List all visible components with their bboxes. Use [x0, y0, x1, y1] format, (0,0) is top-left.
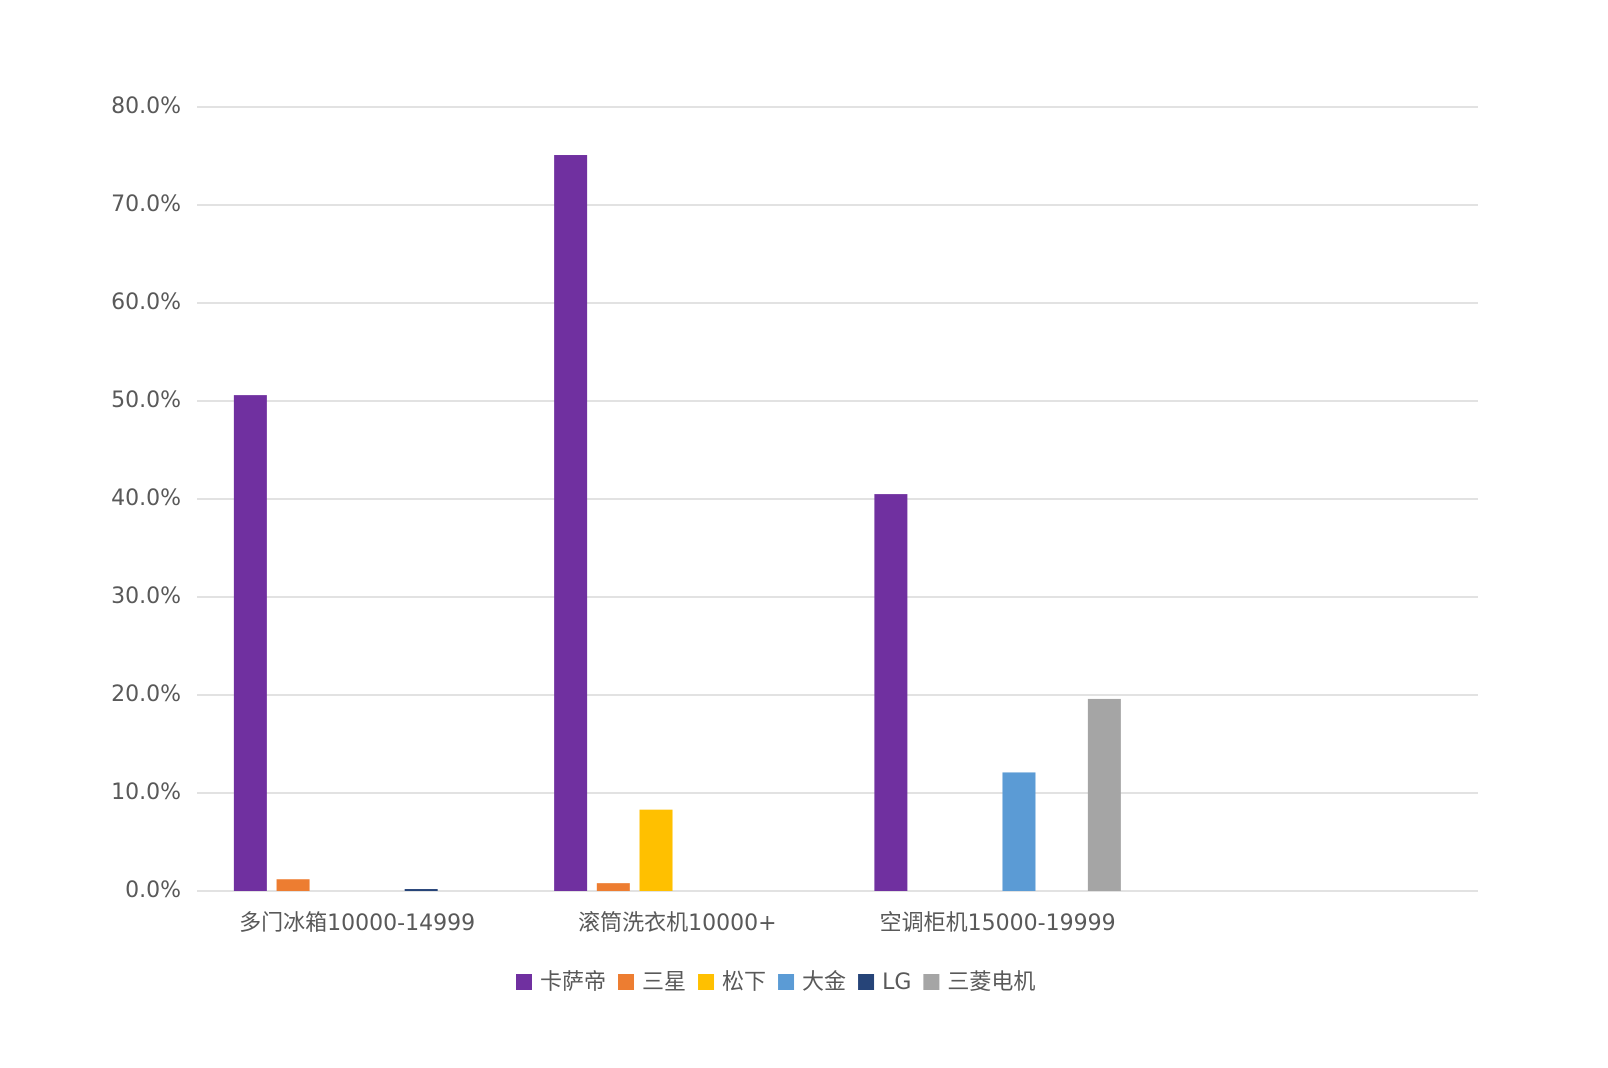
- y-tick-label: 60.0%: [111, 290, 181, 315]
- legend-swatch: [698, 974, 715, 990]
- bar: [1002, 772, 1036, 891]
- bar: [874, 494, 908, 891]
- y-tick-label: 70.0%: [111, 192, 181, 217]
- x-tick-label: 滚筒洗衣机10000+: [578, 911, 776, 936]
- legend-label: LG: [882, 970, 911, 995]
- y-tick-label: 30.0%: [111, 584, 181, 609]
- x-tick-label: 空调柜机15000-19999: [880, 911, 1116, 936]
- legend-label: 卡萨帝: [540, 970, 606, 995]
- legend-swatch: [516, 974, 532, 990]
- bar: [276, 879, 310, 891]
- y-tick-label: 20.0%: [111, 682, 181, 707]
- legend-swatch: [618, 974, 635, 990]
- y-tick-label: 40.0%: [111, 486, 181, 511]
- legend-label: 三星: [642, 970, 686, 995]
- y-tick-label: 50.0%: [111, 388, 181, 413]
- bar: [233, 395, 267, 891]
- y-tick-label: 80.0%: [111, 94, 181, 119]
- legend-swatch: [778, 974, 795, 990]
- y-tick-label: 10.0%: [111, 780, 181, 805]
- legend-swatch: [923, 974, 940, 990]
- bar: [639, 809, 673, 891]
- legend-label: 三菱电机: [947, 970, 1035, 995]
- y-tick-label: 0.0%: [125, 878, 181, 903]
- bar: [1087, 698, 1121, 891]
- bar: [554, 155, 588, 891]
- legend-swatch: [858, 974, 875, 990]
- legend-label: 大金: [802, 970, 846, 995]
- bar: [596, 883, 630, 891]
- legend-label: 松下: [722, 970, 766, 995]
- bar: [404, 889, 438, 891]
- x-tick-label: 多门冰箱10000-14999: [239, 911, 475, 936]
